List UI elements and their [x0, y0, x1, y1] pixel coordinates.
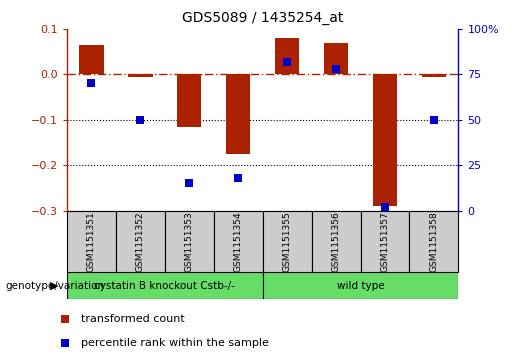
Text: GSM1151355: GSM1151355 [283, 211, 291, 272]
Bar [373, 74, 397, 206]
Text: GSM1151356: GSM1151356 [332, 211, 340, 272]
Bar [67, 211, 116, 272]
Text: wild type: wild type [337, 281, 384, 291]
Bar [79, 45, 104, 74]
Text: genotype/variation: genotype/variation [5, 281, 104, 291]
Bar [67, 272, 263, 299]
Text: cystatin B knockout Cstb-/-: cystatin B knockout Cstb-/- [94, 281, 235, 291]
Bar [116, 211, 165, 272]
Text: ▶: ▶ [50, 281, 58, 291]
Bar [165, 211, 214, 272]
Bar [409, 211, 458, 272]
Text: percentile rank within the sample: percentile rank within the sample [81, 338, 269, 348]
Bar [263, 272, 458, 299]
Title: GDS5089 / 1435254_at: GDS5089 / 1435254_at [182, 11, 344, 25]
Bar [422, 74, 446, 77]
Text: GSM1151354: GSM1151354 [234, 211, 243, 272]
Text: GSM1151351: GSM1151351 [87, 211, 96, 272]
Text: GSM1151357: GSM1151357 [381, 211, 389, 272]
Bar [324, 43, 348, 74]
Text: GSM1151353: GSM1151353 [185, 211, 194, 272]
Text: GSM1151358: GSM1151358 [430, 211, 438, 272]
Bar [177, 74, 201, 127]
Bar [128, 74, 152, 77]
Text: transformed count: transformed count [81, 314, 184, 324]
Text: GSM1151352: GSM1151352 [136, 211, 145, 272]
Bar [214, 211, 263, 272]
Bar [312, 211, 360, 272]
Bar [275, 38, 299, 74]
Bar [226, 74, 250, 154]
Bar [263, 211, 312, 272]
Bar [360, 211, 409, 272]
